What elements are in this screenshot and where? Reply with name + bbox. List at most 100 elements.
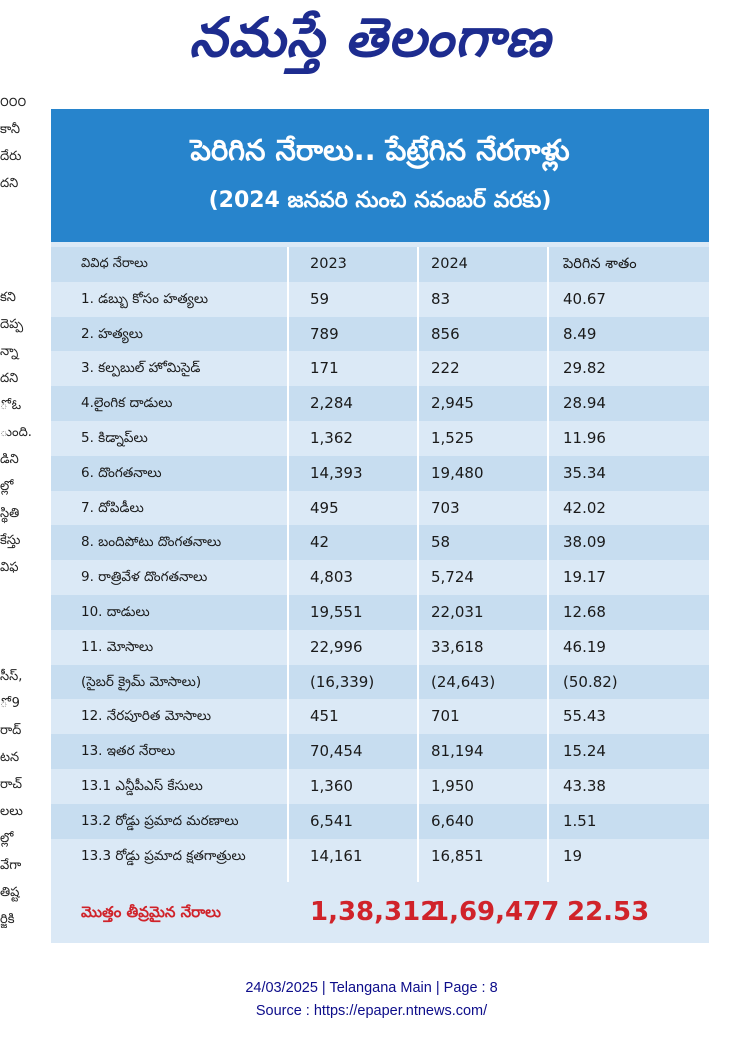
increase-percent-cell: 38.09 xyxy=(563,533,606,552)
table-header-row: వివిధ నేరాలు 2023 2024 పెరిగిన శాతం xyxy=(51,247,709,282)
crime-type-cell: 9. రాత్రివేళ దొంగతనాలు xyxy=(81,569,208,586)
header-crime-type: వివిధ నేరాలు xyxy=(81,256,148,271)
value-2023-cell: 495 xyxy=(310,498,339,517)
total-2023: 1,38,312 xyxy=(310,897,439,927)
value-2023-cell: 59 xyxy=(310,289,330,308)
edge-text-fragment: సీస్, xyxy=(0,669,23,684)
footer-source-line: Source : https://epaper.ntnews.com/ xyxy=(255,1003,488,1019)
value-2024-cell: 81,194 xyxy=(431,742,484,761)
table-row: 7. దోపిడీలు 495 703 42.02 xyxy=(51,491,709,526)
edge-text-fragment: ో ఓ xyxy=(0,398,22,413)
table-row: 11. మోసాలు 22,996 33,618 46.19 xyxy=(51,630,709,665)
crime-type-cell: 13.3 రోడ్డు ప్రమాద క్షతగాత్రులు xyxy=(81,847,246,864)
value-2024-cell: 1,950 xyxy=(431,777,474,795)
increase-percent-cell: 46.19 xyxy=(563,637,606,656)
value-2023-cell: 6,541 xyxy=(310,811,353,830)
crime-type-cell: 1. డబ్బు కోసం హత్యలు xyxy=(81,290,209,307)
crime-type-cell: 6. దొంగతనాలు xyxy=(81,464,162,481)
value-2023-cell: (16,339) xyxy=(310,672,375,691)
edge-text-fragment: స్థితి xyxy=(0,506,20,521)
total-label: మొత్తం తీవ్రమైన నేరాలు xyxy=(81,903,221,921)
crime-type-cell: 4.లైంగిక దాడులు xyxy=(81,395,173,412)
footer-date-line: 24/03/2025 | Telangana Main | Page : 8 xyxy=(245,980,498,996)
infographic-banner: పెరిగిన నేరాలు.. పేట్రేగిన నేరగాళ్లు (20… xyxy=(51,109,709,242)
increase-percent-cell: 55.43 xyxy=(563,707,606,726)
adjacent-article-edge: ౦౦౦ కానీ దేరు దని కని దెప్ప న్నా దనిో ఓుంది. డిన… xyxy=(0,95,34,955)
edge-text-fragment: రాచ్ xyxy=(0,777,23,792)
value-2024-cell: 19,480 xyxy=(431,463,484,482)
value-2023-cell: 451 xyxy=(310,707,339,726)
table-row: 13.3 రోడ్డు ప్రమాద క్షతగాత్రులు 14,161 16,… xyxy=(51,839,709,874)
table-row: 5. కిడ్నాప్‌లు 1,362 1,525 11.96 xyxy=(51,421,709,456)
edge-text-fragment: దని xyxy=(0,371,19,386)
edge-text-fragment: కని xyxy=(0,290,16,305)
increase-percent-cell: 19.17 xyxy=(563,568,606,587)
value-2024-cell: 701 xyxy=(431,707,460,726)
value-2024-cell: 22,031 xyxy=(431,603,484,621)
table-row: 13.1 ఎన్డీపీఎస్ కేసులు 1,360 1,950 43.38 xyxy=(51,769,709,804)
table-row: (సైబర్ క్రైమ్ మోసాలు) (16,339) (24,643) (50… xyxy=(51,664,709,700)
column-divider xyxy=(417,247,419,944)
value-2023-cell: 171 xyxy=(310,359,339,378)
total-2024: 1,69,477 xyxy=(431,897,560,927)
table-row: 3. కల్పబుల్ హోమిసైడ్ 171 222 29.82 xyxy=(51,351,709,386)
value-2024-cell: 703 xyxy=(431,498,460,517)
increase-percent-cell: 28.94 xyxy=(563,394,606,413)
crime-type-cell: 2. హత్యలు xyxy=(81,325,143,342)
value-2024-cell: 856 xyxy=(431,324,460,343)
edge-text-fragment: తిష్ట xyxy=(0,885,20,900)
edge-text-fragment: రాద్ xyxy=(0,723,22,738)
edge-text-fragment: కానీ xyxy=(0,122,20,137)
value-2023-cell: 14,393 xyxy=(310,463,363,482)
edge-text-fragment: లలు xyxy=(0,804,23,819)
edge-text-fragment: కేస్తు xyxy=(0,533,21,548)
value-2023-cell: 70,454 xyxy=(310,742,363,761)
crime-type-cell: 3. కల్పబుల్ హోమిసైడ్ xyxy=(81,360,201,377)
value-2023-cell: 789 xyxy=(310,324,339,343)
value-2023-cell: 19,551 xyxy=(310,603,363,621)
table-row: 4.లైంగిక దాడులు 2,284 2,945 28.94 xyxy=(51,386,709,421)
infographic-title: పెరిగిన నేరాలు.. పేట్రేగిన నేరగాళ్లు xyxy=(190,133,570,167)
value-2023-cell: 14,161 xyxy=(310,846,363,865)
increase-percent-cell: 19 xyxy=(563,846,583,865)
edge-text-fragment: వేగా xyxy=(0,858,22,873)
column-divider xyxy=(287,247,289,944)
value-2024-cell: 6,640 xyxy=(431,811,474,830)
edge-text-fragment: దేరు xyxy=(0,149,22,164)
edge-text-fragment: ుంది. xyxy=(0,425,32,440)
value-2024-cell: 222 xyxy=(431,359,460,378)
increase-percent-cell: 43.38 xyxy=(563,777,606,795)
value-2024-cell: 58 xyxy=(431,533,451,552)
increase-percent-cell: 1.51 xyxy=(563,811,597,830)
crime-type-cell: 11. మోసాలు xyxy=(81,638,154,655)
edge-text-fragment: ో 9 xyxy=(0,696,20,711)
increase-percent-cell: 15.24 xyxy=(563,742,606,761)
crime-type-cell: 5. కిడ్నాప్‌లు xyxy=(81,430,148,446)
value-2024-cell: 33,618 xyxy=(431,637,484,656)
edge-text-fragment: దెప్ప xyxy=(0,317,24,332)
table-row: 1. డబ్బు కోసం హత్యలు 59 83 40.67 xyxy=(51,282,709,317)
crime-type-cell: 7. దోపిడీలు xyxy=(81,499,144,516)
crime-type-cell: 13.2 రోడ్డు ప్రమాద మరణాలు xyxy=(81,812,239,829)
value-2024-cell: 1,525 xyxy=(431,429,474,447)
total-percent: 22.53 xyxy=(567,897,650,927)
edge-text-fragment: ల్లో xyxy=(0,831,14,846)
value-2023-cell: 1,360 xyxy=(310,777,353,795)
value-2023-cell: 22,996 xyxy=(310,637,363,656)
total-row: మొత్తం తీవ్రమైన నేరాలు 1,38,312 1,69,477… xyxy=(51,882,709,943)
increase-percent-cell: 12.68 xyxy=(563,603,606,621)
edge-text-fragment: ల్లో xyxy=(0,479,14,494)
table-row: 12. నేరపూరిత మోసాలు 451 701 55.43 xyxy=(51,699,709,734)
crime-type-cell: 10. దాడులు xyxy=(81,604,150,620)
column-divider xyxy=(547,247,549,944)
value-2023-cell: 4,803 xyxy=(310,568,353,587)
increase-percent-cell: 40.67 xyxy=(563,289,606,308)
infographic-subtitle: (2024 జనవరి నుంచి నవంబర్ వరకు) xyxy=(208,188,552,213)
table-row: 2. హత్యలు 789 856 8.49 xyxy=(51,316,709,352)
increase-percent-cell: 29.82 xyxy=(563,359,606,378)
table-row: 6. దొంగతనాలు 14,393 19,480 35.34 xyxy=(51,455,709,491)
crime-type-cell: 8. బందిపోటు దొంగతనాలు xyxy=(81,534,222,551)
increase-percent-cell: (50.82) xyxy=(563,672,618,691)
edge-text-fragment: దని xyxy=(0,176,19,191)
crime-type-cell: (సైబర్ క్రైమ్ మోసాలు) xyxy=(81,673,202,690)
